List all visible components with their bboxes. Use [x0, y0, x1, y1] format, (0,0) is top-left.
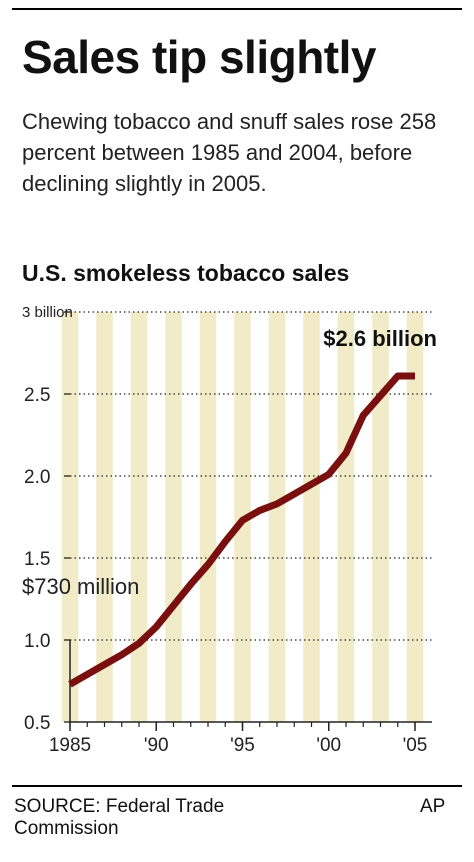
- subtitle: Chewing tobacco and snuff sales rose 258…: [22, 109, 437, 196]
- smokeless-sales-line-chart: 0.5 1.0 1.5 2.0 2.5 3 billion 1985 '90 '95 '00 '05…: [22, 304, 437, 756]
- ap-credit: AP: [420, 796, 446, 817]
- year-stripe: [61, 312, 79, 722]
- x-tick-label: '00: [316, 735, 341, 756]
- y-tick-label: 2.5: [24, 385, 50, 406]
- year-stripe: [303, 312, 320, 722]
- x-tick-label: '90: [144, 735, 169, 756]
- x-tick-label: '05: [403, 735, 428, 756]
- x-tick-label: '95: [230, 735, 255, 756]
- year-stripe: [268, 312, 286, 722]
- y-tick-label: 0.5: [24, 713, 50, 734]
- year-stripe: [130, 312, 148, 722]
- source-note: SOURCE: Federal Trade Commission: [14, 796, 225, 839]
- sales-line: [68, 372, 415, 688]
- y-tick-label: 3 billion: [22, 304, 73, 321]
- y-tick-label: 2.0: [24, 467, 50, 488]
- top-rule: [12, 8, 462, 10]
- x-tick-label: 1985: [49, 735, 91, 756]
- start-value-annotation: $730 million: [22, 574, 139, 599]
- chart-title: U.S. smokeless tobacco sales: [22, 260, 350, 286]
- year-stripe: [337, 312, 355, 722]
- year-stripe: [165, 312, 182, 722]
- year-stripe: [372, 312, 389, 722]
- headline: Sales tip slightly: [22, 31, 377, 83]
- year-stripe: [406, 312, 424, 722]
- end-value-annotation: $2.6 billion: [323, 326, 437, 351]
- year-stripe: [199, 312, 217, 722]
- y-tick-label: 1.0: [24, 631, 50, 652]
- year-stripe: [96, 312, 113, 722]
- y-tick-label: 1.5: [24, 549, 50, 570]
- bottom-rule: [12, 785, 462, 787]
